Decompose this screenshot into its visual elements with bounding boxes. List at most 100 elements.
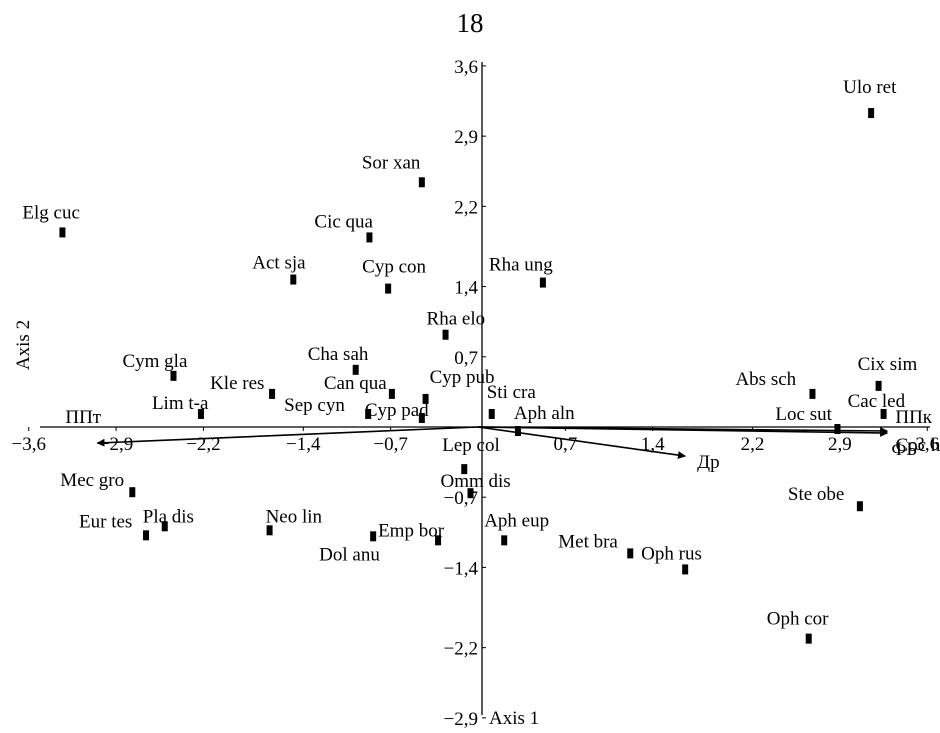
- species-marker-oph-cor: [805, 633, 812, 644]
- species-label-cyp-pub: Cyp pub: [430, 367, 495, 388]
- species-marker-cym-gla: [170, 370, 177, 381]
- species-label-cym-gla: Cym gla: [122, 351, 187, 372]
- vector-label: ППк: [895, 407, 932, 428]
- species-label-cyp-pad: Cyp pad: [365, 400, 429, 421]
- species-label-rha-ung: Rha ung: [489, 255, 553, 276]
- x-tick-label: 2,9: [828, 434, 852, 455]
- species-label-cic-qua: Cic qua: [314, 211, 373, 232]
- species-label-ste-obe: Ste obe: [788, 484, 844, 505]
- species-label-abs-sch: Abs sch: [735, 369, 796, 390]
- species-label-oph-rus: Oph rus: [641, 543, 702, 564]
- species-label-lep-col: Lep col: [442, 435, 500, 456]
- species-marker-cyp-con: [385, 283, 392, 294]
- species-label-omm-dis: Omm dis: [441, 471, 511, 492]
- species-label-oph-cor: Oph cor: [767, 609, 829, 630]
- vector-label: ППт: [65, 407, 101, 428]
- species-label-loc-sut: Loc sut: [775, 404, 832, 425]
- y-tick-label: 1,4: [454, 278, 478, 299]
- species-marker-aph-eup: [501, 535, 508, 546]
- species-marker-can-qua: [388, 388, 395, 399]
- species-marker-ste-obe: [856, 501, 863, 512]
- species-marker-cac-led: [880, 408, 887, 419]
- species-label-elg-cuc: Elg cuc: [22, 202, 80, 223]
- y-tick-label: 2,2: [454, 197, 478, 218]
- species-marker-mec-gro: [129, 487, 136, 498]
- species-label-sep-cyn: Sep cyn: [284, 395, 345, 416]
- environmental-vectors: ППт ППк ФБ Др: [65, 407, 932, 473]
- vector-arrow: [96, 426, 479, 447]
- species-label-kle-res: Kle res: [210, 373, 264, 394]
- x-tick-label: −2,2: [186, 434, 220, 455]
- species-marker-lim-t-a: [197, 408, 204, 419]
- species-marker-elg-cuc: [59, 227, 66, 238]
- species-label-can-qua: Can qua: [324, 373, 387, 394]
- species-marker-pla-dis: [161, 521, 168, 532]
- page-number: 18: [456, 8, 484, 38]
- vector-arrow: [477, 426, 686, 460]
- species-label-neo-lin: Neo lin: [266, 506, 323, 527]
- y-tick-label: 3,6: [454, 57, 478, 78]
- species-label-sor-xan: Sor xan: [362, 152, 421, 173]
- species-marker-sti-cra: [488, 408, 495, 419]
- species-marker-sor-xan: [418, 177, 425, 188]
- x-tick-label: −2,9: [99, 434, 133, 455]
- y-tick-label: −2,2: [444, 639, 478, 660]
- species-label-aph-aln: Aph aln: [514, 403, 575, 424]
- species-marker-met-bra: [627, 548, 634, 559]
- species-marker-sep-cyn: [365, 408, 372, 419]
- species-marker-neo-lin: [266, 525, 273, 536]
- species-marker-oph-rus: [682, 564, 689, 575]
- species-marker-cha-sah: [352, 364, 359, 375]
- x-tick-label: 1,4: [641, 434, 665, 455]
- y-tick-label: −1,4: [444, 558, 479, 579]
- species-label-mec-gro: Mec gro: [60, 470, 124, 491]
- vector-label: ФБ: [891, 439, 917, 460]
- species-label-cac-led: Cac led: [848, 391, 906, 412]
- species-marker-dol-anu: [370, 531, 377, 542]
- species-marker-aph-aln: [514, 426, 521, 437]
- species-marker-rha-ung: [539, 277, 546, 288]
- species-marker-cic-qua: [366, 232, 373, 243]
- species-marker-ulo-ret: [868, 108, 875, 119]
- x-tick-label: −1,4: [286, 434, 321, 455]
- species-marker-emp-bor: [435, 535, 442, 546]
- species-label-pla-dis: Pla dis: [143, 506, 194, 527]
- species-marker-cyp-pub: [422, 393, 429, 404]
- species-marker-cyp-pad: [418, 412, 425, 423]
- species-label-ulo-ret: Ulo ret: [843, 77, 897, 98]
- species-label-emp-bor: Emp bor: [378, 520, 445, 541]
- species-label-cix-sim: Cix sim: [858, 354, 918, 375]
- species-marker-eur-tes: [143, 530, 150, 541]
- vector-arrow: [477, 426, 889, 437]
- y-tick-label: 2,9: [454, 127, 478, 148]
- x-tick-label: 3,6: [915, 434, 939, 455]
- species-label-lim-t-a: Lim t-a: [152, 393, 209, 414]
- species-label-act-sja: Act sja: [252, 253, 306, 274]
- species-marker-lep-col: [461, 464, 468, 475]
- x-axis-label: Axis 1: [489, 708, 539, 729]
- species-label-met-bra: Met bra: [558, 531, 618, 552]
- species-label-dol-anu: Dol anu: [319, 544, 380, 565]
- species-marker-loc-sut: [834, 424, 841, 435]
- species-marker-kle-res: [269, 388, 276, 399]
- species-marker-act-sja: [290, 274, 297, 285]
- y-tick-label: −2,9: [444, 709, 478, 730]
- species-label-aph-eup: Aph eup: [484, 510, 549, 531]
- species-label-rha-elo: Rha elo: [427, 309, 486, 330]
- species-label-sti-cra: Sti cra: [487, 382, 537, 403]
- species-label-coc-hie: Coc hie: [895, 435, 940, 456]
- vector-label: Др: [697, 452, 719, 473]
- species-marker-abs-sch: [809, 388, 816, 399]
- species-marker-omm-dis: [467, 488, 474, 499]
- x-tick-label: −3,6: [11, 434, 45, 455]
- y-tick-label: 0,7: [454, 348, 478, 369]
- species-points: Ulo ret Sor xan Elg cuc Cic qua Act sja Cyp c…: [22, 77, 940, 644]
- species-label-cyp-con: Cyp con: [362, 257, 426, 278]
- species-marker-rha-elo: [442, 329, 449, 340]
- species-label-cha-sah: Cha sah: [308, 344, 369, 365]
- species-label-eur-tes: Eur tes: [79, 511, 132, 532]
- x-tick-label: −0,7: [373, 434, 407, 455]
- x-tick-label: 0,7: [553, 434, 577, 455]
- y-axis-label: Axis 2: [13, 320, 34, 370]
